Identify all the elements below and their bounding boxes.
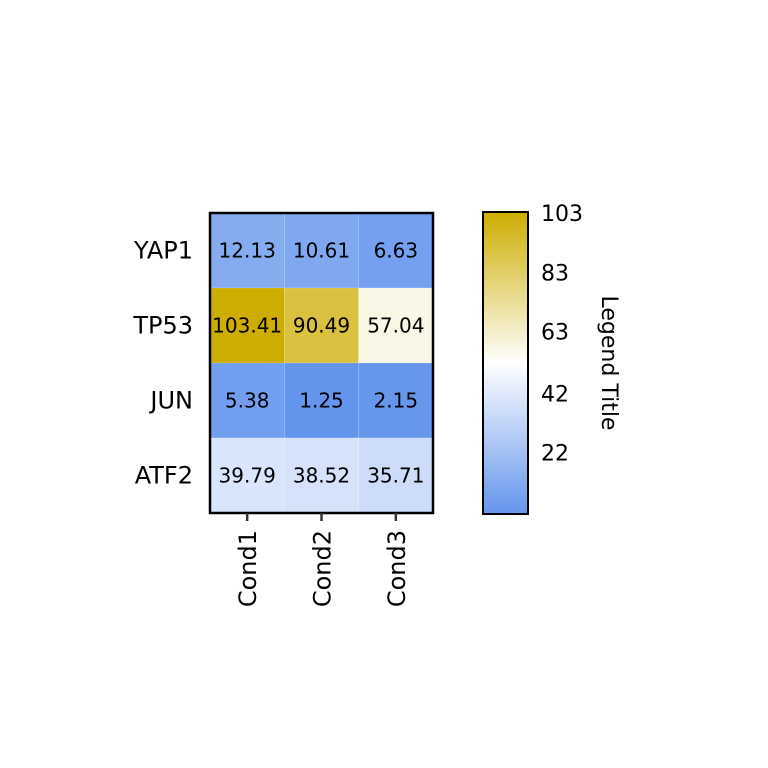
legend-ticks: 103 83 63 42 22 [541, 202, 583, 466]
cell-value-label: 1.25 [299, 389, 344, 413]
heatmap-cell [284, 287, 359, 364]
cell-value-label: 39.79 [219, 464, 276, 488]
cell-value-label: 103.41 [212, 314, 282, 338]
legend-colorbar [482, 211, 529, 515]
legend-tick-label: 103 [541, 202, 583, 227]
column-label: Cond2 [309, 530, 337, 607]
cell-value-label: 2.15 [374, 389, 419, 413]
heatmap-cell [209, 212, 285, 289]
row-label: ATF2 [135, 462, 193, 490]
cell-value-label: 10.61 [293, 239, 350, 263]
heatmap-cell [358, 287, 434, 364]
column-label: Cond3 [383, 530, 411, 607]
cell-value-label: 38.52 [293, 464, 350, 488]
row-label: YAP1 [133, 237, 193, 265]
heatmap-cell [358, 437, 434, 514]
cell-value-label: 57.04 [367, 314, 424, 338]
heatmap-cell [209, 287, 285, 364]
heatmap-cell [209, 437, 285, 514]
heatmap-cell [284, 362, 359, 439]
legend-title: Legend Title [596, 296, 621, 431]
heatmap-cells: 12.13 10.61 6.63 103.41 90.49 57.04 5.38 1.25 2.… [209, 212, 434, 514]
cell-value-label: 35.71 [367, 464, 424, 488]
row-labels: YAP1 TP53 JUN ATF2 [132, 237, 193, 490]
cell-value-label: 12.13 [219, 239, 276, 263]
column-labels: Cond1 Cond2 Cond3 [234, 513, 411, 607]
cell-value-label: 90.49 [293, 314, 350, 338]
row-label: JUN [148, 387, 193, 415]
legend-tick-label: 22 [541, 442, 569, 467]
legend-tick-label: 63 [541, 320, 569, 345]
column-label: Cond1 [234, 530, 262, 607]
cell-value-label: 5.38 [225, 389, 270, 413]
heatmap-cell [284, 212, 359, 289]
legend-tick-label: 42 [541, 383, 569, 408]
legend-tick-label: 83 [541, 261, 569, 286]
cell-value-label: 6.63 [374, 239, 419, 263]
row-label: TP53 [132, 312, 193, 340]
